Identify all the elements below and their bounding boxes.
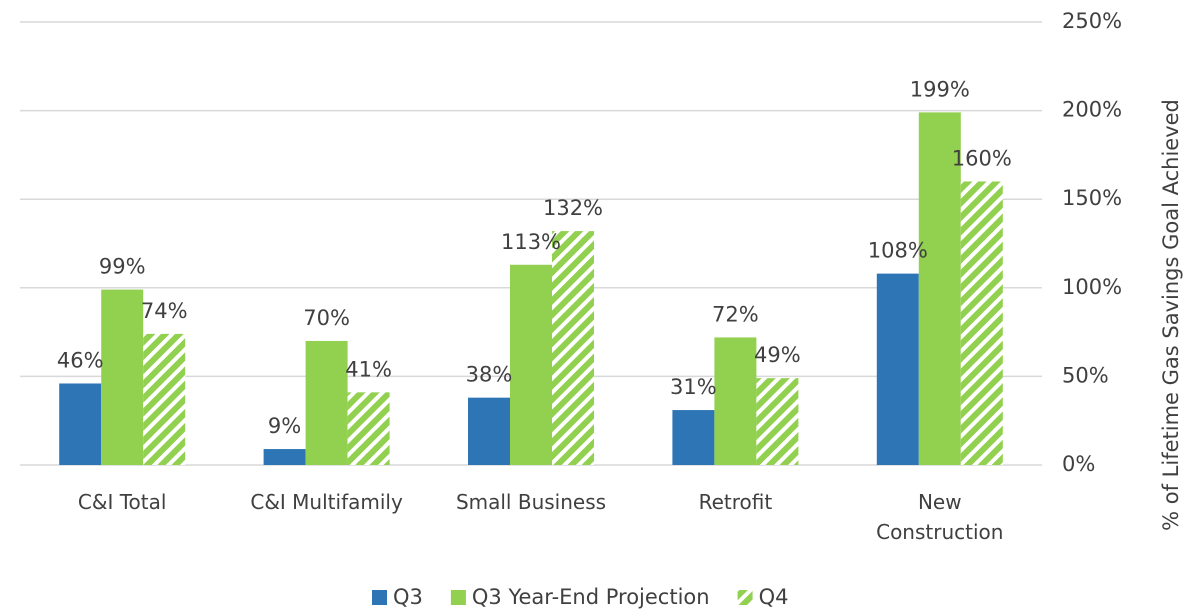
bar xyxy=(756,378,799,465)
x-tick-label-box: C&I Total xyxy=(77,490,167,514)
bar xyxy=(918,112,961,465)
bar xyxy=(101,289,144,465)
bar xyxy=(263,449,306,465)
legend-swatch xyxy=(372,590,387,605)
y-tick-label: 50% xyxy=(1062,363,1109,387)
bar xyxy=(876,273,919,465)
y-tick-label: 100% xyxy=(1062,275,1122,299)
data-label: 38% xyxy=(466,363,513,387)
x-tick-label: Small Business xyxy=(455,490,607,514)
data-label: 46% xyxy=(57,348,104,372)
data-label: 108% xyxy=(868,239,928,263)
data-label: 74% xyxy=(141,299,188,323)
bar xyxy=(305,340,348,465)
y-axis-label: % of Lifetime Gas Savings Goal Achieved xyxy=(1159,99,1183,531)
legend-swatch xyxy=(450,590,466,605)
legend-label: Q3 Year-End Projection xyxy=(472,585,710,609)
legend-swatch xyxy=(737,590,753,605)
y-tick-label: 150% xyxy=(1062,186,1122,210)
bar xyxy=(143,333,186,465)
bar xyxy=(672,410,715,465)
x-tick-label-box: Retrofit xyxy=(698,490,773,514)
x-tick-label: New Construction xyxy=(876,490,1004,544)
data-label: 49% xyxy=(754,343,801,367)
data-label: 9% xyxy=(268,414,301,438)
data-label: 41% xyxy=(345,357,392,381)
bar xyxy=(59,383,102,465)
x-tick-label-box: C&I Multifamily xyxy=(250,490,403,514)
bar xyxy=(714,337,757,465)
x-tick-label: C&I Multifamily xyxy=(250,490,403,514)
bar xyxy=(960,181,1003,466)
bar xyxy=(347,392,390,465)
x-tick-label: C&I Total xyxy=(77,490,167,514)
x-tick-label-box: Small Business xyxy=(455,490,607,514)
x-tick-label: Retrofit xyxy=(698,490,773,514)
bar xyxy=(468,397,510,465)
bar xyxy=(552,231,594,465)
legend-label: Q3 xyxy=(393,585,423,609)
data-label: 113% xyxy=(501,230,561,254)
bar xyxy=(510,264,552,465)
data-label: 132% xyxy=(543,196,603,220)
x-tick-label-box: New Construction xyxy=(876,490,1004,544)
data-label: 160% xyxy=(952,146,1012,170)
legend-label: Q4 xyxy=(759,585,789,609)
data-label: 99% xyxy=(99,255,146,279)
y-tick-label: 0% xyxy=(1062,452,1095,476)
y-tick-label: 200% xyxy=(1062,98,1122,122)
y-tick-label: 250% xyxy=(1062,9,1122,33)
data-label: 31% xyxy=(670,375,717,399)
data-label: 70% xyxy=(303,306,350,330)
data-label: 199% xyxy=(910,77,970,101)
data-label: 72% xyxy=(712,302,759,326)
